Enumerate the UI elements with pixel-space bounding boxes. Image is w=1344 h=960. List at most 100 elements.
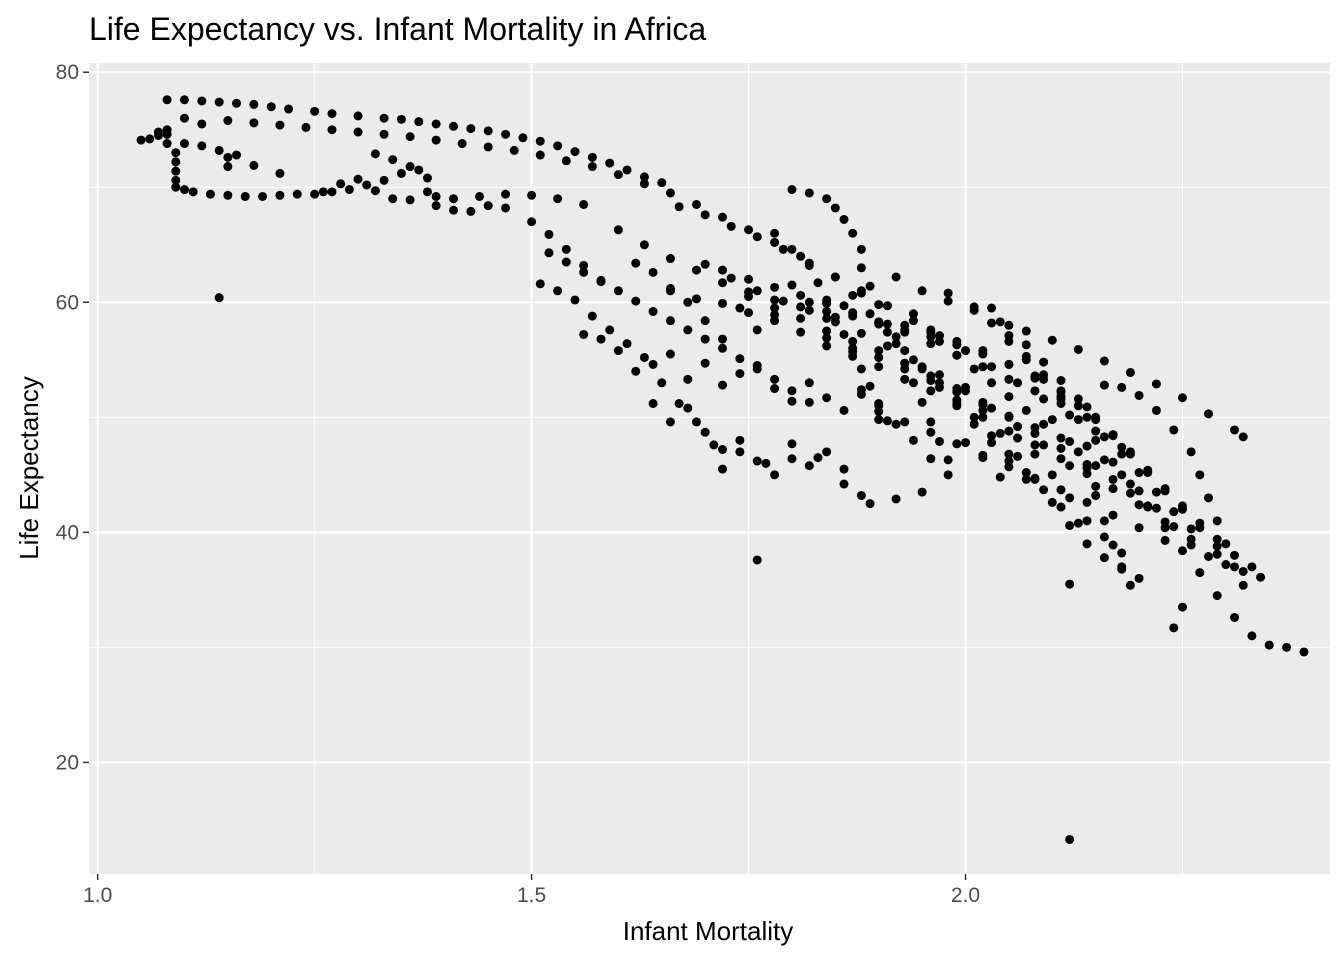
data-point bbox=[1177, 504, 1187, 514]
data-point bbox=[787, 244, 797, 254]
data-point bbox=[232, 150, 242, 160]
data-point bbox=[249, 160, 259, 170]
data-point bbox=[171, 182, 181, 192]
data-point bbox=[1056, 399, 1066, 409]
data-point bbox=[544, 248, 554, 258]
data-point bbox=[830, 312, 840, 322]
data-point bbox=[223, 190, 233, 200]
data-point bbox=[952, 336, 962, 346]
data-point bbox=[1073, 447, 1083, 457]
data-point bbox=[848, 308, 858, 318]
data-point bbox=[1134, 486, 1144, 496]
data-point bbox=[830, 272, 840, 282]
data-point bbox=[1030, 440, 1040, 450]
data-points bbox=[136, 95, 1309, 844]
data-point bbox=[934, 370, 944, 380]
data-point bbox=[1021, 326, 1031, 336]
data-point bbox=[804, 260, 814, 270]
data-point bbox=[1099, 553, 1109, 563]
data-point bbox=[1186, 447, 1196, 457]
data-point bbox=[691, 417, 701, 427]
data-point bbox=[1091, 412, 1101, 422]
data-point bbox=[726, 273, 736, 283]
data-point bbox=[579, 267, 589, 277]
data-point bbox=[665, 188, 675, 198]
data-point bbox=[770, 228, 780, 238]
data-point bbox=[839, 329, 849, 339]
data-point bbox=[865, 499, 875, 509]
data-point bbox=[648, 399, 658, 409]
data-point bbox=[804, 378, 814, 388]
data-point bbox=[631, 296, 641, 306]
data-point bbox=[1134, 500, 1144, 510]
data-point bbox=[1177, 602, 1187, 612]
data-point bbox=[561, 257, 571, 267]
data-point bbox=[917, 364, 927, 374]
data-point bbox=[1230, 612, 1240, 622]
data-point bbox=[665, 286, 675, 296]
data-point bbox=[1039, 440, 1049, 450]
data-point bbox=[856, 263, 866, 273]
data-point bbox=[396, 168, 406, 178]
data-point bbox=[579, 199, 589, 209]
data-point bbox=[639, 240, 649, 250]
data-point bbox=[1230, 562, 1240, 572]
data-point bbox=[752, 361, 762, 371]
data-point bbox=[379, 129, 389, 139]
data-point bbox=[987, 403, 997, 413]
data-point bbox=[370, 186, 380, 196]
data-point bbox=[587, 162, 597, 172]
data-point bbox=[1039, 419, 1049, 429]
data-point bbox=[292, 189, 302, 199]
data-point bbox=[796, 327, 806, 337]
data-point bbox=[787, 439, 797, 449]
data-point bbox=[613, 346, 623, 356]
data-point bbox=[744, 225, 754, 235]
data-point bbox=[1047, 415, 1057, 425]
data-point bbox=[1238, 566, 1248, 576]
data-point bbox=[570, 147, 580, 157]
data-point bbox=[527, 190, 537, 200]
data-point bbox=[1021, 340, 1031, 350]
data-point bbox=[162, 95, 172, 105]
data-point bbox=[752, 555, 762, 565]
axis-ticks: 1.0 1.5 2.0 20 40 60 80 bbox=[56, 61, 980, 907]
data-point bbox=[605, 325, 615, 335]
data-point bbox=[327, 187, 337, 197]
data-point bbox=[943, 296, 953, 306]
data-point bbox=[422, 173, 432, 183]
data-point bbox=[544, 229, 554, 239]
data-point bbox=[448, 121, 458, 131]
data-point bbox=[605, 158, 615, 168]
data-point bbox=[483, 201, 493, 211]
data-point bbox=[1030, 373, 1040, 383]
x-axis-title: Infant Mortality bbox=[623, 916, 794, 946]
data-point bbox=[908, 355, 918, 365]
data-point bbox=[1238, 432, 1248, 442]
data-point bbox=[718, 334, 728, 344]
data-point bbox=[509, 145, 519, 155]
data-point bbox=[1108, 484, 1118, 494]
data-point bbox=[839, 479, 849, 489]
data-point bbox=[1299, 647, 1309, 657]
data-point bbox=[917, 286, 927, 296]
data-point bbox=[223, 162, 233, 172]
data-point bbox=[891, 332, 901, 342]
data-point bbox=[1160, 535, 1170, 545]
data-point bbox=[1195, 568, 1205, 578]
data-point bbox=[258, 191, 268, 201]
data-point bbox=[205, 189, 215, 199]
data-point bbox=[822, 393, 832, 403]
data-point bbox=[1056, 375, 1066, 385]
data-point bbox=[1082, 402, 1092, 412]
data-point bbox=[926, 325, 936, 335]
data-point bbox=[596, 277, 606, 287]
data-point bbox=[1134, 523, 1144, 533]
data-point bbox=[171, 175, 181, 185]
data-point bbox=[943, 288, 953, 298]
data-point bbox=[952, 350, 962, 360]
data-point bbox=[770, 282, 780, 292]
data-point bbox=[735, 447, 745, 457]
data-point bbox=[448, 194, 458, 204]
data-point bbox=[1160, 486, 1170, 496]
